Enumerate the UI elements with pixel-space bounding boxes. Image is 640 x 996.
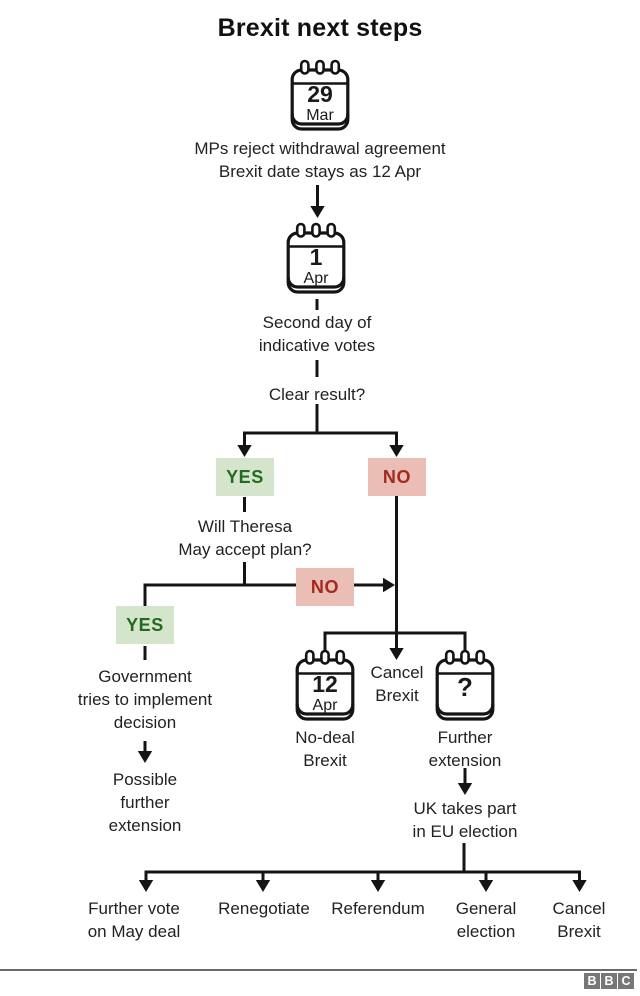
outcome-possible-extension: Possible further extension — [108, 770, 182, 835]
yes-box-may-accept: YES — [116, 606, 174, 644]
bbc-logo-letter: B — [601, 973, 617, 989]
calendar-1-apr: 1 Apr — [286, 222, 346, 296]
outcome-cancel-brexit-mid: Cancel Brexit — [370, 663, 424, 705]
calendar-12-apr: 12 Apr — [295, 649, 355, 723]
calendar-unknown-date: ? — [435, 649, 495, 723]
calendar-month: Mar — [306, 107, 334, 124]
bbc-logo-letter: C — [618, 973, 634, 989]
page-title: Brexit next steps — [217, 14, 423, 42]
calendar-icon — [435, 649, 495, 721]
calendar-icon — [290, 59, 350, 131]
calendar-day: ? — [457, 672, 473, 702]
no-box-may-accept: NO — [296, 568, 354, 606]
calendar-day: 29 — [307, 81, 333, 107]
calendar-29-mar: 29 Mar — [290, 59, 350, 133]
final-outcome-further-vote: Further vote on May deal — [87, 899, 181, 941]
outcome-further-extension: Further extension — [428, 728, 502, 770]
calendar-day: 1 — [309, 244, 323, 270]
final-outcome-general-election: General election — [455, 899, 517, 941]
no-box-clear-result: NO — [368, 458, 426, 496]
step-mps-reject: MPs reject withdrawal agreement Brexit d… — [194, 139, 446, 181]
calendar-icon — [295, 649, 355, 721]
step-indicative-votes: Second day of indicative votes — [258, 313, 376, 355]
yes-box-clear-result: YES — [216, 458, 274, 496]
bbc-logo-letter: B — [584, 973, 600, 989]
step-eu-election: UK takes part in EU election — [412, 799, 518, 841]
final-outcome-cancel-brexit: Cancel Brexit — [552, 899, 606, 941]
outcome-government-implements: Government tries to implement decision — [77, 667, 213, 732]
footer-divider — [0, 969, 637, 971]
final-outcome-referendum: Referendum — [331, 899, 425, 918]
calendar-icon — [286, 222, 346, 294]
question-may-accept: Will Theresa May accept plan? — [178, 517, 312, 559]
calendar-month: Apr — [312, 697, 338, 714]
calendar-month: Apr — [303, 270, 329, 287]
bbc-logo: B B C — [584, 973, 634, 989]
calendar-day: 12 — [312, 671, 338, 697]
final-outcome-renegotiate: Renegotiate — [218, 899, 310, 918]
question-clear-result: Clear result? — [268, 385, 366, 404]
outcome-no-deal: No-deal Brexit — [295, 728, 355, 770]
